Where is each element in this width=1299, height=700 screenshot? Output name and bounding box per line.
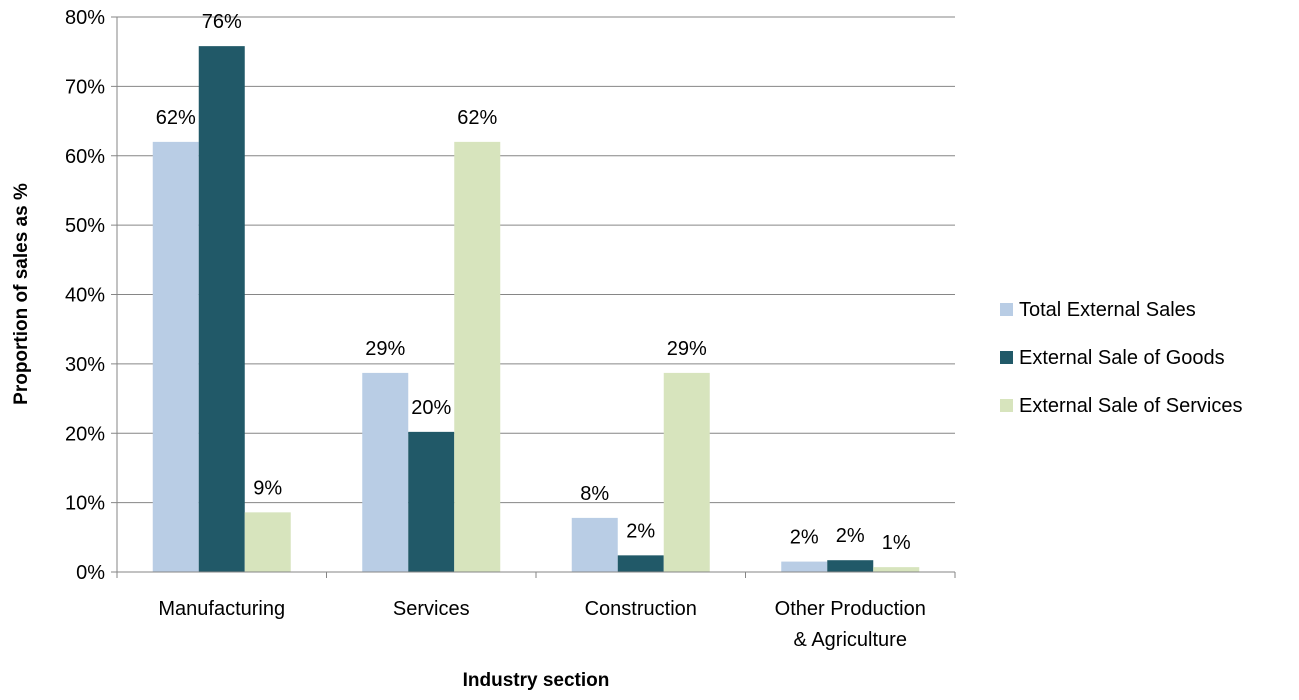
data-labels: 62% 76% 9% 29% 20% 62% 8% 2% 29% 2% 2% 1% <box>156 11 911 554</box>
x-axis-title: Industry section <box>463 670 610 691</box>
bars <box>152 46 920 572</box>
y-tick-label: 10% <box>65 493 105 515</box>
x-tick-label: Construction <box>585 598 697 620</box>
bar <box>663 372 710 572</box>
bar <box>362 372 409 572</box>
axes: 0% 10% 20% 30% 40% 50% 60% 70% 80% Manufacturing S… <box>65 7 956 651</box>
bar <box>408 431 455 572</box>
legend-entry: Total External Sales <box>1019 299 1196 321</box>
data-label: 20% <box>411 397 451 419</box>
bar <box>617 555 664 572</box>
y-tick-label: 0% <box>76 562 105 584</box>
bar <box>873 567 920 572</box>
y-tick-label: 60% <box>65 146 105 168</box>
x-tick-label: Other Production <box>775 598 926 620</box>
bar <box>244 512 291 572</box>
data-label: 29% <box>365 338 405 360</box>
legend-swatch <box>1000 399 1013 412</box>
bar <box>454 141 501 572</box>
x-tick-label: Services <box>393 598 470 620</box>
y-tick-label: 20% <box>65 423 105 445</box>
y-tick-label: 30% <box>65 354 105 376</box>
legend-entry: External Sale of Services <box>1019 395 1242 417</box>
legend-entry: External Sale of Goods <box>1019 347 1225 369</box>
y-tick-label: 40% <box>65 285 105 307</box>
data-label: 2% <box>836 525 865 547</box>
data-label: 29% <box>667 338 707 360</box>
data-label: 2% <box>790 527 819 549</box>
y-axis-title: Proportion of sales as % <box>11 183 32 405</box>
data-label: 8% <box>580 483 609 505</box>
legend: Total External Sales External Sale of Goo… <box>1000 299 1242 417</box>
x-tick-label: & Agriculture <box>794 629 907 651</box>
bar <box>781 561 828 572</box>
data-label: 76% <box>202 11 242 33</box>
y-tick-label: 50% <box>65 215 105 237</box>
gridlines <box>117 16 955 504</box>
y-tick-label: 70% <box>65 76 105 98</box>
y-tick-label: 80% <box>65 7 105 29</box>
bar <box>152 141 199 572</box>
data-label: 1% <box>882 532 911 554</box>
data-label: 62% <box>156 107 196 129</box>
legend-swatch <box>1000 303 1013 316</box>
bar <box>827 560 874 572</box>
data-label: 62% <box>457 107 497 129</box>
legend-swatch <box>1000 351 1013 364</box>
x-tick-label: Manufacturing <box>158 598 285 620</box>
bar <box>571 517 618 572</box>
data-label: 2% <box>626 520 655 542</box>
data-label: 9% <box>253 477 282 499</box>
bar <box>198 46 245 572</box>
